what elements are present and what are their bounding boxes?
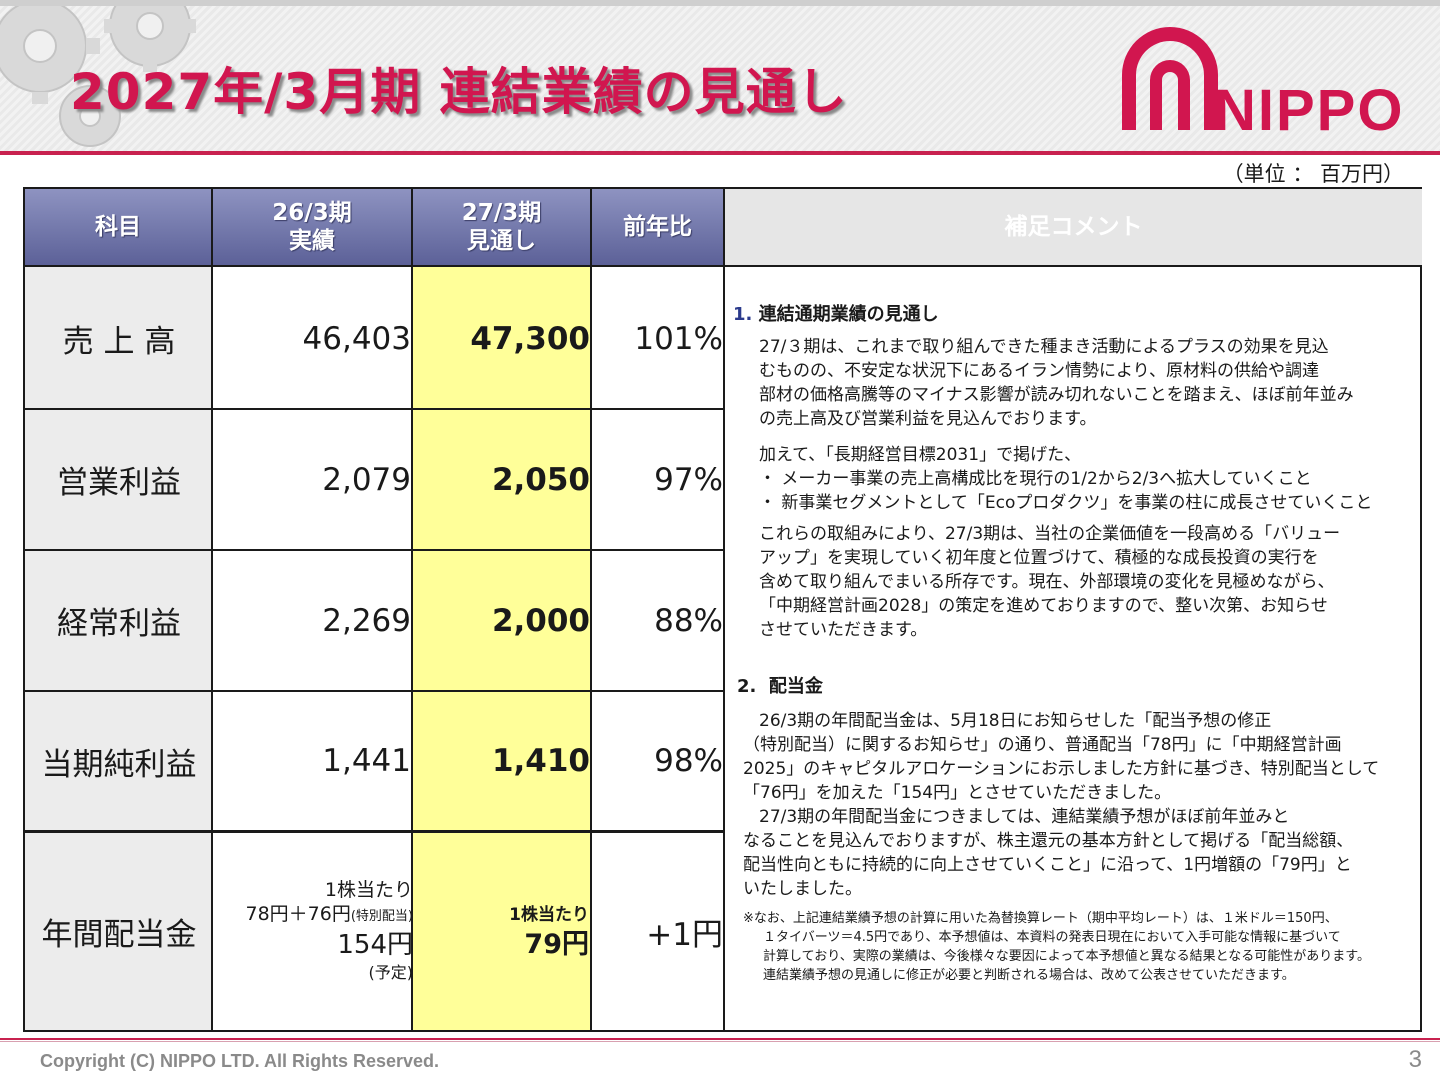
header-item: 科目 — [25, 189, 213, 267]
yoy-net-income: 98% — [654, 743, 723, 779]
yoy-ordinary-income: 88% — [654, 602, 723, 639]
forecast-net-income: 1,410 — [491, 743, 590, 779]
row-label-dividend: 年間配当金 — [41, 917, 197, 953]
forecast-ordinary-income: 2,000 — [491, 602, 590, 639]
logo-text: NIPPO — [1214, 78, 1405, 138]
section-2-text: 26/3期の年間配当金は、5月18日にお知らせした「配当予想の修正 （特別配当）… — [743, 711, 1380, 899]
yoy-sales: 101% — [634, 320, 723, 357]
yoy-column — [592, 267, 725, 1030]
section-2-heading: 2. 配当金 — [737, 676, 823, 697]
row-label-sales: 売 上 高 — [62, 324, 176, 360]
row-divider — [25, 830, 725, 833]
yoy-dividend: +1円 — [646, 917, 723, 953]
comment-panel: 1. 連結通期業績の見通し 27/３期は、これまで取り組んできた種まき活動による… — [725, 267, 1422, 1030]
page-title: 2027年/3月期 連結業績の見通し — [70, 63, 848, 121]
results-table: 科目 26/3期 実績 27/3期 見通し 前年比 補足コメント 売 上 高 46,… — [23, 187, 1422, 1032]
forecast-column — [413, 267, 592, 1030]
footer-rule — [0, 1038, 1440, 1040]
prev-net-income: 1,441 — [322, 743, 411, 779]
row-divider — [25, 408, 725, 410]
section-1-heading: 1. 連結通期業績の見通し — [733, 304, 939, 325]
header-background — [0, 6, 1440, 152]
footer-rule-thin — [0, 1041, 1440, 1042]
section-1-text: 27/３期は、これまで取り組んできた種まき活動によるプラスの効果を見込 むものの… — [759, 337, 1354, 429]
gears-decoration — [0, 6, 196, 147]
header-yoy: 前年比 — [592, 189, 725, 267]
prev-dividend: 1株当たり 78円＋76円(特別配当) 154円 (予定) — [245, 879, 413, 982]
header-forecast: 27/3期 見通し — [413, 189, 592, 267]
forecast-sales: 47,300 — [470, 320, 590, 357]
section-1-outlook: これらの取組みにより、27/3期は、当社の企業価値を一段高める「バリュー アップ… — [759, 524, 1341, 640]
top-border — [0, 0, 1440, 6]
forecast-dividend: 1株当たり 79円 — [509, 904, 589, 960]
page-number: 3 — [1408, 1046, 1422, 1073]
prev-sales: 46,403 — [302, 320, 411, 357]
label-column — [25, 267, 213, 1030]
header-rule — [0, 151, 1440, 155]
prev-operating-income: 2,079 — [322, 461, 411, 498]
copyright: Copyright (C) NIPPO LTD. All Rights Rese… — [40, 1051, 440, 1071]
forecast-operating-income: 2,050 — [491, 461, 590, 498]
row-divider — [25, 549, 725, 551]
prev-column — [213, 267, 413, 1030]
section-1-goals: 加えて、「長期経営目標2031」で掲げた、 ・ メーカー事業の売上高構成比を現行… — [759, 445, 1373, 513]
row-label-operating-income: 営業利益 — [57, 465, 181, 501]
yoy-operating-income: 97% — [654, 461, 723, 498]
row-label-net-income: 当期純利益 — [41, 746, 197, 783]
row-label-ordinary-income: 経常利益 — [57, 606, 181, 642]
unit-label: （単位 ： 百万円） — [1222, 162, 1404, 186]
prev-ordinary-income: 2,269 — [322, 602, 411, 639]
header-comment: 補足コメント — [725, 189, 1422, 267]
nippo-logo: NIPPO — [1122, 27, 1405, 138]
disclaimer-note: ※なお、上記連結業績予想の計算に用いた為替換算レート（期中平均レート）は、１米ド… — [743, 911, 1370, 983]
row-divider — [25, 690, 725, 692]
header-prev: 26/3期 実績 — [213, 189, 413, 267]
